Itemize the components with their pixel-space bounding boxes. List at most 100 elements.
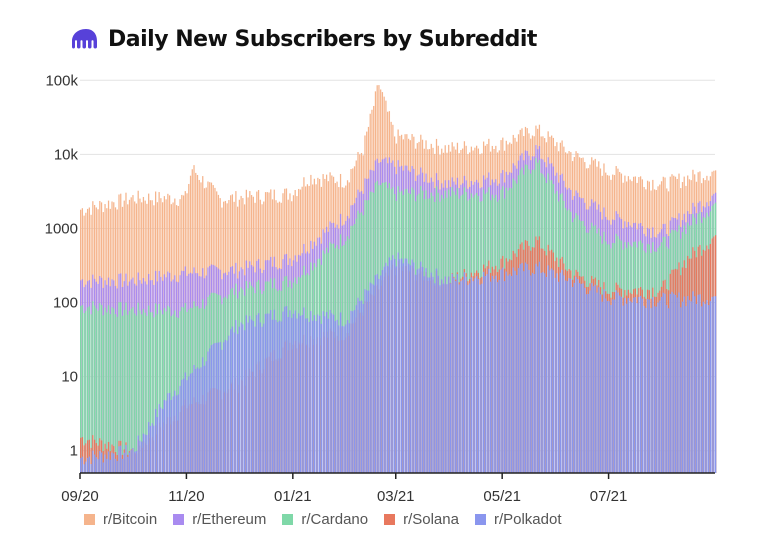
bar-polkadot [453, 277, 455, 473]
bar-polkadot [610, 305, 612, 473]
bar-polkadot [395, 266, 398, 473]
bar-polkadot [233, 332, 235, 473]
bar-cardano [142, 308, 145, 473]
legend-label: r/Bitcoin [103, 511, 158, 528]
bar-polkadot [643, 305, 645, 473]
bar-cardano [123, 310, 125, 473]
bar-polkadot [184, 372, 186, 473]
bar-polkadot [205, 361, 207, 473]
legend-item-bitcoin[interactable]: r/Bitcoin [84, 511, 157, 528]
bar-polkadot [120, 445, 122, 473]
bar-polkadot [582, 283, 584, 473]
bar-polkadot [170, 399, 172, 473]
bar-polkadot [537, 266, 539, 473]
bar-polkadot [694, 296, 696, 473]
bar-cardano [153, 317, 155, 473]
bar-polkadot [608, 301, 610, 473]
bar-polkadot [242, 324, 244, 473]
bar-polkadot [148, 422, 150, 473]
bar-polkadot [702, 301, 705, 473]
bar-polkadot [528, 269, 530, 473]
bar-polkadot [189, 373, 192, 473]
bar-polkadot [256, 315, 258, 473]
bar-polkadot [322, 311, 324, 473]
bar-polkadot [510, 275, 513, 473]
legend-item-solana[interactable]: r/Solana [384, 511, 459, 528]
bar-polkadot [472, 281, 474, 473]
bar-polkadot [580, 283, 582, 473]
bar-polkadot [135, 451, 138, 473]
bar-polkadot [383, 266, 385, 473]
bar-polkadot [634, 297, 636, 473]
bar-polkadot [247, 322, 249, 473]
bar-polkadot [507, 275, 509, 473]
bar-polkadot [549, 270, 551, 473]
bar-polkadot [425, 268, 427, 473]
bar-polkadot [203, 365, 206, 473]
legend-item-polkadot[interactable]: r/Polkadot [474, 511, 562, 528]
bar-polkadot [160, 407, 162, 473]
bar-polkadot [495, 275, 497, 473]
bar-polkadot [474, 278, 476, 473]
bar-polkadot [411, 259, 413, 473]
bar-polkadot [503, 281, 506, 473]
bar-cardano [158, 304, 160, 473]
bar-polkadot [629, 301, 631, 473]
bar-polkadot [505, 271, 507, 473]
bar-cardano [168, 307, 171, 473]
bar-polkadot [709, 301, 712, 473]
bar-polkadot [641, 298, 643, 473]
legend-swatch [384, 514, 396, 525]
bar-polkadot [666, 305, 668, 473]
bar-polkadot [561, 269, 563, 473]
bar-polkadot [392, 255, 394, 473]
bar-polkadot [481, 283, 483, 473]
bar-cardano [160, 310, 162, 473]
bar-polkadot [596, 292, 598, 473]
bar-polkadot [571, 286, 574, 473]
bar-polkadot [434, 283, 436, 473]
bar-polkadot [200, 367, 202, 473]
bar-cardano [167, 305, 169, 473]
bar-polkadot [366, 290, 368, 473]
bar-polkadot [612, 299, 614, 473]
bar-polkadot [357, 297, 359, 473]
bar-polkadot [423, 276, 425, 473]
bar-polkadot [142, 433, 145, 473]
bar-polkadot [113, 453, 115, 473]
legend-item-cardano[interactable]: r/Cardano [282, 511, 368, 528]
bar-polkadot [624, 298, 626, 473]
bar-polkadot [652, 297, 654, 473]
bar-polkadot [462, 279, 464, 473]
bar-polkadot [88, 456, 90, 473]
bar-polkadot [128, 452, 131, 473]
bar-polkadot [240, 322, 242, 473]
bar-polkadot [263, 323, 265, 473]
bar-polkadot [713, 296, 715, 473]
bar-polkadot [414, 274, 417, 473]
bar-polkadot [657, 302, 659, 473]
bar-polkadot [385, 262, 387, 473]
x-axis: 09/20 11/20 01/21 03/21 05/21 07/21 [61, 472, 715, 505]
bar-polkadot [93, 454, 96, 473]
bar-polkadot [575, 277, 577, 473]
bar-polkadot [645, 307, 647, 473]
legend-swatch [282, 514, 294, 525]
bar-cardano [113, 308, 115, 473]
bar-polkadot [163, 400, 165, 473]
bar-polkadot [268, 313, 270, 473]
bar-solana [81, 437, 83, 473]
bar-cardano [149, 312, 152, 473]
bar-polkadot [123, 452, 125, 473]
bar-polkadot [198, 368, 200, 473]
bar-polkadot [676, 297, 678, 473]
bar-polkadot [80, 458, 82, 473]
bar-polkadot [132, 448, 134, 473]
bar-polkadot [577, 279, 579, 473]
bar-polkadot [439, 285, 441, 473]
legend-item-ethereum[interactable]: r/Ethereum [173, 511, 266, 528]
bar-polkadot [479, 284, 481, 473]
bar-solana [102, 450, 104, 473]
bar-solana [83, 445, 85, 473]
